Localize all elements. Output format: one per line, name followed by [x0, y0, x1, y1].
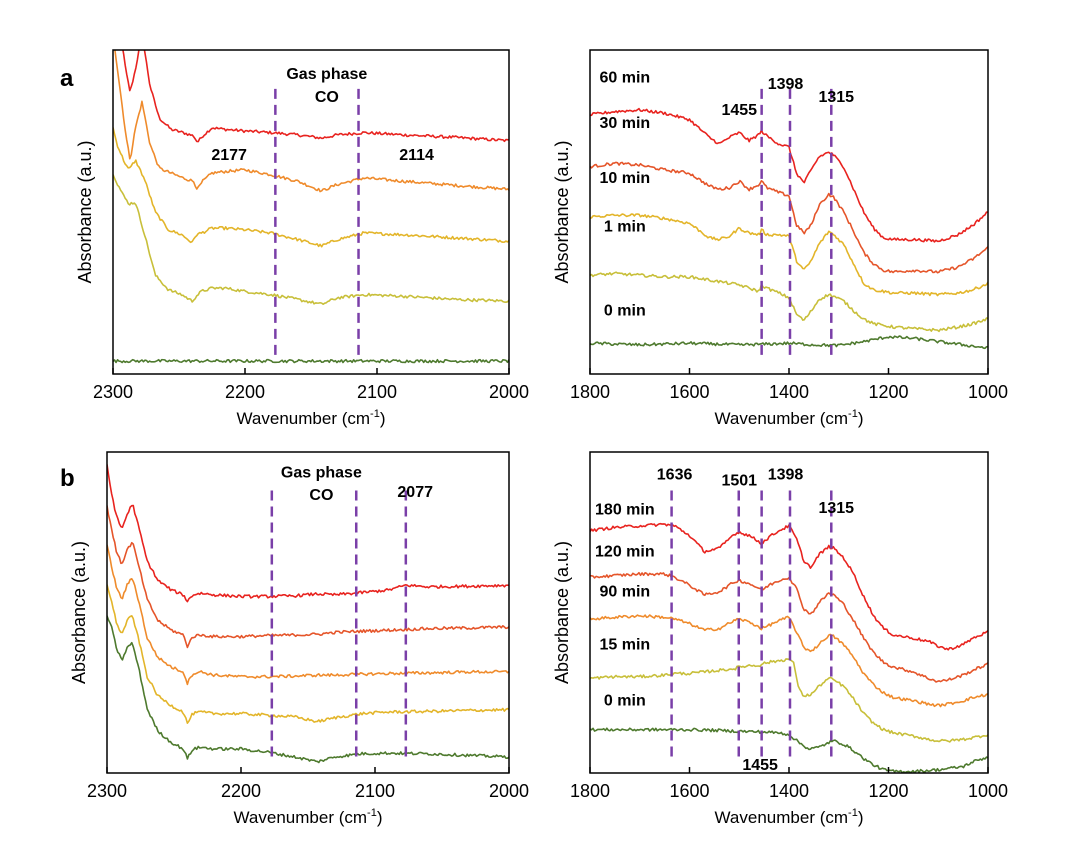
series-line-orange: [114, 50, 509, 193]
annotation-label: 1398: [768, 76, 804, 93]
x-tick-label: 2300: [87, 781, 127, 801]
annotation-label: Gas phase: [281, 465, 362, 482]
x-axis-label: Wavenumber (cm-1): [715, 807, 864, 827]
x-tick-label: 1000: [968, 781, 1008, 801]
x-axis-label: Wavenumber (cm-1): [715, 408, 864, 428]
x-tick-label: 1800: [570, 382, 610, 402]
annotation-label: 1636: [657, 466, 693, 483]
x-tick-label: 1200: [868, 382, 908, 402]
annotation-label: 120 min: [595, 543, 655, 560]
series-line-green: [107, 615, 509, 764]
x-tick-label: 1600: [669, 382, 709, 402]
annotation-label: 1455: [742, 757, 778, 774]
series-line-0-min: [590, 335, 988, 350]
x-tick-label: 2100: [355, 781, 395, 801]
x-tick-label: 1200: [868, 781, 908, 801]
y-axis-label: Absorbance (a.u.): [75, 140, 95, 283]
chart-b-left: 2300 2200 2100 2000 Wavenumber (cm-1) Absorba…: [69, 451, 529, 827]
x-tick-label: 1400: [769, 781, 809, 801]
series-line-red: [107, 464, 509, 603]
annotation-label: 1455: [721, 102, 757, 119]
series-line-gold: [107, 584, 509, 724]
annotation-label: 30 min: [599, 115, 650, 132]
annotation-label: 1501: [721, 473, 757, 490]
x-axis-label: Wavenumber (cm-1): [234, 807, 383, 827]
annotation-label: 60 min: [599, 69, 650, 86]
chart-b-right: 1800 1600 1400 1200 1000 Wavenumber (cm-1) Abs…: [552, 451, 1008, 827]
annotation-label: 2114: [399, 147, 434, 164]
annotation-label: 90 min: [599, 583, 650, 600]
series-line-orange: [107, 544, 509, 686]
y-axis-label: Absorbance (a.u.): [552, 140, 572, 283]
series-line-orange-red: [107, 505, 509, 649]
annotation-label: 2177: [211, 147, 247, 164]
annotation-label: Gas phase: [286, 66, 367, 83]
panel-label-a: a: [60, 65, 74, 92]
series-line-yellow-green: [113, 174, 509, 305]
annotation-label: 1315: [818, 89, 854, 106]
plot-frame: [106, 451, 510, 774]
chart-a-left: 2300 2200 2100 2000 Wavenumber (cm-1) Absorba…: [75, 49, 529, 428]
x-tick-label: 1000: [968, 382, 1008, 402]
series-line-30-min: [590, 161, 988, 274]
y-axis-label: Absorbance (a.u.): [69, 541, 89, 684]
annotation-label: 180 min: [595, 502, 655, 519]
annotation-label: 0 min: [604, 693, 646, 710]
annotation-label: 0 min: [604, 303, 646, 320]
series-line-red: [122, 50, 509, 143]
panel-label-b: b: [60, 465, 75, 492]
series-line-green: [113, 358, 509, 364]
series-line-gold: [113, 127, 509, 248]
x-tick-label: 1400: [769, 382, 809, 402]
y-axis-label: Absorbance (a.u.): [552, 541, 572, 684]
chart-a-right: 1800 1600 1400 1200 1000 Wavenumber (cm-1) Abs…: [552, 49, 1008, 428]
annotation-label: CO: [309, 487, 333, 504]
annotation-label: 1 min: [604, 218, 646, 235]
x-axis-label: Wavenumber (cm-1): [237, 408, 386, 428]
x-tick-label: 2100: [357, 382, 397, 402]
annotation-label: 1315: [818, 500, 854, 517]
annotation-label: 10 min: [599, 170, 650, 187]
annotation-label: 1398: [768, 466, 804, 483]
series-line-90-min: [590, 614, 988, 708]
x-tick-label: 2300: [93, 382, 133, 402]
x-tick-label: 2200: [221, 781, 261, 801]
plot-area: [107, 464, 509, 764]
x-tick-label: 2000: [489, 382, 529, 402]
plot-area: [113, 50, 509, 364]
x-tick-label: 2000: [489, 781, 529, 801]
annotation-label: CO: [315, 89, 339, 106]
x-tick-label: 2200: [225, 382, 265, 402]
x-tick-label: 1800: [570, 781, 610, 801]
annotation-label: 15 min: [599, 636, 650, 653]
annotation-label: 2077: [397, 484, 433, 501]
x-tick-label: 1600: [669, 781, 709, 801]
plot-frame: [112, 49, 510, 375]
